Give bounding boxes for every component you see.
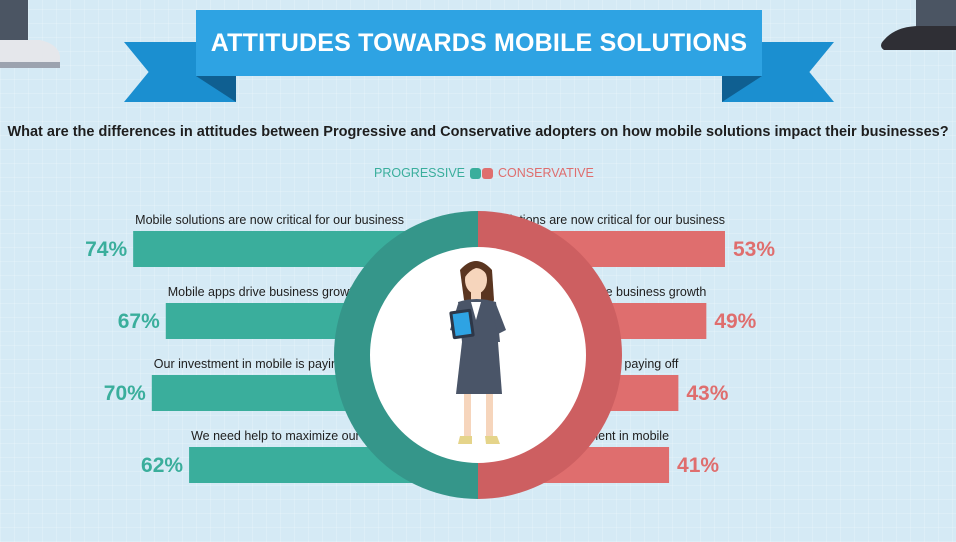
conservative-value-label: 43% [686, 382, 728, 405]
progressive-category-label: Mobile apps drive business growth [168, 285, 360, 299]
sneaker-illustration [0, 0, 60, 68]
legend-conservative: CONSERVATIVE [482, 166, 594, 180]
progressive-value-label: 62% [141, 454, 183, 477]
shoe-illustration [881, 0, 956, 50]
progressive-value-label: 67% [118, 310, 160, 333]
progressive-category-label: Our investment in mobile is paying off [154, 357, 363, 371]
legend-conservative-swatch [482, 167, 493, 179]
progressive-value-label: 70% [104, 382, 146, 405]
conservative-value-label: 49% [714, 310, 756, 333]
progressive-category-label: Mobile solutions are now critical for ou… [135, 213, 404, 227]
question-text: What are the differences in attitudes be… [7, 124, 949, 140]
legend-progressive-label: PROGRESSIVE [374, 166, 465, 180]
businesswoman-illustration [449, 261, 506, 444]
conservative-value-label: 41% [677, 454, 719, 477]
conservative-value-label: 53% [733, 238, 775, 261]
legend-progressive: PROGRESSIVE [374, 166, 481, 180]
legend-progressive-swatch [470, 167, 481, 179]
progressive-value-label: 74% [85, 238, 127, 261]
legend-conservative-label: CONSERVATIVE [498, 166, 594, 180]
page-title: ATTITUDES TOWARDS MOBILE SOLUTIONS [196, 10, 762, 76]
